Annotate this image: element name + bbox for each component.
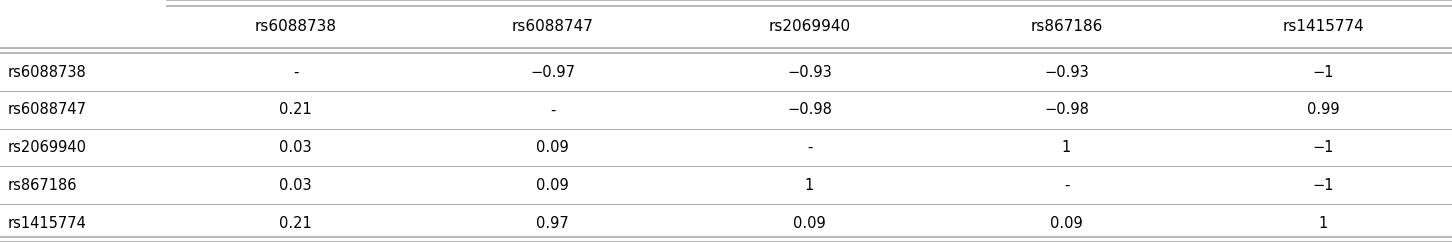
Text: 1: 1 <box>1318 216 1329 231</box>
Text: 0.03: 0.03 <box>279 140 312 155</box>
Text: rs2069940: rs2069940 <box>7 140 86 155</box>
Text: -: - <box>1064 178 1069 193</box>
Text: 0.09: 0.09 <box>536 140 569 155</box>
Text: rs867186: rs867186 <box>7 178 77 193</box>
Text: rs6088738: rs6088738 <box>254 19 337 34</box>
Text: 0.09: 0.09 <box>1050 216 1083 231</box>
Text: 0.21: 0.21 <box>279 102 312 117</box>
Text: 0.99: 0.99 <box>1307 102 1340 117</box>
Text: −1: −1 <box>1313 178 1334 193</box>
Text: rs867186: rs867186 <box>1031 19 1102 34</box>
Text: 1: 1 <box>1061 140 1072 155</box>
Text: rs6088738: rs6088738 <box>7 65 86 80</box>
Text: -: - <box>807 140 812 155</box>
Text: rs6088747: rs6088747 <box>511 19 594 34</box>
Text: 0.09: 0.09 <box>793 216 826 231</box>
Text: 1: 1 <box>804 178 815 193</box>
Text: −1: −1 <box>1313 65 1334 80</box>
Text: -: - <box>550 102 555 117</box>
Text: rs1415774: rs1415774 <box>7 216 86 231</box>
Text: 0.97: 0.97 <box>536 216 569 231</box>
Text: 0.21: 0.21 <box>279 216 312 231</box>
Text: 0.09: 0.09 <box>536 178 569 193</box>
Text: rs6088747: rs6088747 <box>7 102 86 117</box>
Text: −0.93: −0.93 <box>1044 65 1089 80</box>
Text: rs2069940: rs2069940 <box>768 19 851 34</box>
Text: −0.97: −0.97 <box>530 65 575 80</box>
Text: −0.93: −0.93 <box>787 65 832 80</box>
Text: rs1415774: rs1415774 <box>1282 19 1365 34</box>
Text: -: - <box>293 65 298 80</box>
Text: −1: −1 <box>1313 140 1334 155</box>
Text: 0.03: 0.03 <box>279 178 312 193</box>
Text: −0.98: −0.98 <box>787 102 832 117</box>
Text: −0.98: −0.98 <box>1044 102 1089 117</box>
